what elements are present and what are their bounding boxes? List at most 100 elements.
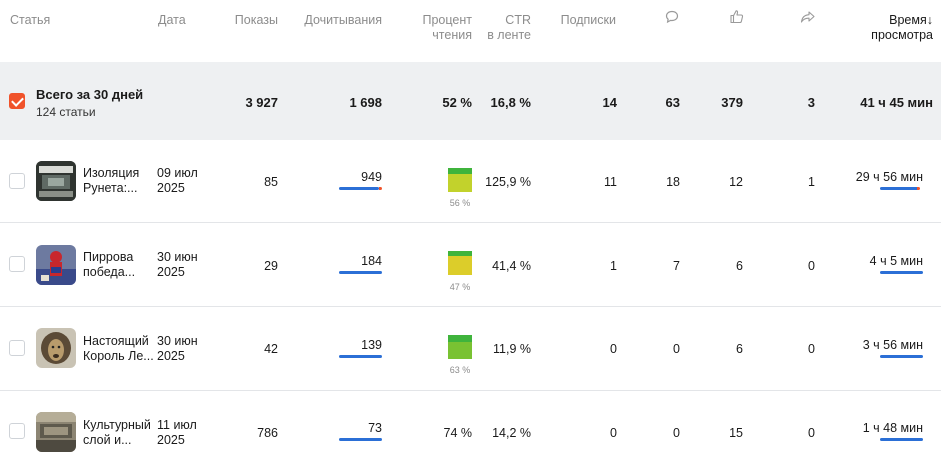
select-all-checkbox[interactable] <box>9 93 25 109</box>
col-header-ctr[interactable]: CTR в ленте <box>478 13 531 43</box>
reads-bar <box>339 187 379 190</box>
article-date-line2: 2025 <box>157 349 185 363</box>
summary-time: 41 ч 45 мин <box>860 95 933 110</box>
article-thumbnail[interactable] <box>36 412 76 452</box>
article-thumbnail[interactable] <box>36 161 76 201</box>
subs-value: 11 <box>604 175 617 189</box>
reads-value: 139 <box>361 338 382 352</box>
share-icon[interactable] <box>800 10 815 29</box>
row-divider <box>0 306 941 307</box>
article-date-line1: 30 июн <box>157 250 198 264</box>
reads-bar-overflow <box>379 187 382 190</box>
article-date: 30 июн 2025 <box>157 250 198 280</box>
subs-value: 0 <box>610 342 617 356</box>
subs-value: 1 <box>610 259 617 273</box>
ctr-value: 14,2 % <box>492 426 531 440</box>
article-title[interactable]: Настоящий Король Ле... <box>83 334 155 364</box>
read-pct-value: 74 % <box>443 426 473 440</box>
col-header-subs[interactable]: Подписки <box>560 13 616 27</box>
col-header-date[interactable]: Дата <box>158 13 186 27</box>
reads-bar <box>339 271 382 274</box>
article-title-line1: Настоящий <box>83 334 149 348</box>
comments-value: 0 <box>673 342 680 356</box>
col-header-read-pct[interactable]: Процент чтения <box>410 13 473 43</box>
col-header-ctr-line1: CTR <box>505 13 531 27</box>
summary-subtitle: 124 статьи <box>36 105 96 119</box>
like-icon[interactable] <box>729 9 744 29</box>
article-date-line2: 2025 <box>157 433 185 447</box>
time-label: Время <box>889 13 927 27</box>
row-checkbox[interactable] <box>9 423 25 439</box>
summary-title: Всего за 30 дней <box>36 87 144 102</box>
article-date-line2: 2025 <box>157 265 185 279</box>
shares-value: 0 <box>808 426 815 440</box>
reads-value: 184 <box>361 254 382 268</box>
article-date-line2: 2025 <box>157 181 185 195</box>
article-title-line2: победа... <box>83 265 136 279</box>
article-title-line2: Рунета:... <box>83 181 138 195</box>
shares-value: 0 <box>808 259 815 273</box>
col-header-time-line2: просмотра <box>871 28 933 42</box>
col-header-time-line1: Время↓ <box>850 13 933 28</box>
ctr-value: 11,9 % <box>493 342 531 356</box>
col-header-views[interactable]: Показы <box>234 13 278 27</box>
views-value: 42 <box>264 342 278 356</box>
article-title-line1: Изоляция <box>83 166 140 180</box>
row-checkbox[interactable] <box>9 340 25 356</box>
article-title[interactable]: Изоляция Рунета:... <box>83 166 155 196</box>
likes-value: 12 <box>729 175 743 189</box>
shares-value: 0 <box>808 342 815 356</box>
time-value: 4 ч 5 мин <box>869 254 923 268</box>
ctr-value: 125,9 % <box>485 175 531 189</box>
col-header-article[interactable]: Статья <box>10 13 51 27</box>
reads-value: 949 <box>361 170 382 184</box>
ctr-value: 41,4 % <box>492 259 531 273</box>
col-header-time[interactable]: Время↓ просмотра <box>850 13 933 43</box>
time-bar-overflow <box>917 187 920 190</box>
article-date: 30 июн 2025 <box>157 334 198 364</box>
read-pct-label: 47 % <box>449 282 471 292</box>
comments-value: 18 <box>666 175 680 189</box>
article-title[interactable]: Культурный слой и... <box>83 418 155 448</box>
read-pct-box <box>448 335 472 359</box>
col-header-reads[interactable]: Дочитывания <box>304 13 382 27</box>
comment-icon[interactable] <box>665 10 679 29</box>
summary-reads: 1 698 <box>349 95 382 110</box>
read-pct-box <box>448 168 472 192</box>
time-value: 3 ч 56 мин <box>862 338 923 352</box>
article-date: 09 июл 2025 <box>157 166 198 196</box>
time-bar <box>880 187 919 190</box>
views-value: 29 <box>264 259 278 273</box>
sort-desc-icon: ↓ <box>926 13 933 27</box>
reads-bar <box>339 438 382 441</box>
col-header-read-pct-line2: чтения <box>432 28 472 42</box>
time-bar <box>880 355 923 358</box>
article-date-line1: 30 июн <box>157 334 198 348</box>
comments-value: 0 <box>673 426 680 440</box>
col-header-read-pct-line1: Процент <box>422 13 473 27</box>
time-value: 1 ч 48 мин <box>862 421 923 435</box>
summary-views: 3 927 <box>245 95 278 110</box>
row-checkbox[interactable] <box>9 256 25 272</box>
article-title[interactable]: Пиррова победа... <box>83 250 155 280</box>
article-title-line1: Культурный <box>83 418 151 432</box>
time-bar <box>880 271 923 274</box>
time-bar <box>880 438 923 441</box>
row-checkbox[interactable] <box>9 173 25 189</box>
article-thumbnail[interactable] <box>36 328 76 368</box>
likes-value: 6 <box>736 342 743 356</box>
article-title-line2: слой и... <box>83 433 132 447</box>
col-header-ctr-line2: в ленте <box>487 28 531 42</box>
article-date-line1: 11 июл <box>157 418 197 432</box>
row-divider <box>0 390 941 391</box>
views-value: 85 <box>264 175 278 189</box>
shares-value: 1 <box>808 175 815 189</box>
reads-value: 73 <box>368 421 382 435</box>
article-thumbnail[interactable] <box>36 245 76 285</box>
article-date: 11 июл 2025 <box>157 418 197 448</box>
summary-subs: 14 <box>602 95 617 110</box>
article-title-line1: Пиррова <box>83 250 134 264</box>
comments-value: 7 <box>673 259 680 273</box>
summary-likes: 379 <box>721 95 743 110</box>
read-pct-label: 63 % <box>449 365 471 375</box>
